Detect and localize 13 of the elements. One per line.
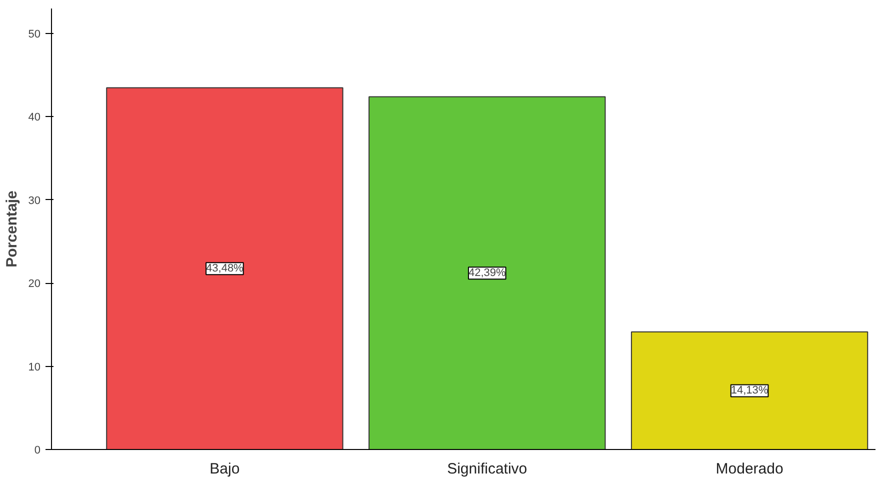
x-tick-label: Significativo <box>447 460 528 478</box>
bar <box>368 96 606 450</box>
bar <box>630 331 868 450</box>
y-axis-title: Porcentaje <box>3 190 20 268</box>
y-tick-label: 50 <box>28 28 41 40</box>
y-tick-label: 30 <box>28 194 41 207</box>
x-tick-label: Moderado <box>716 460 784 478</box>
bar <box>106 87 344 450</box>
y-tick-label: 20 <box>28 278 41 290</box>
x-tick-label: Bajo <box>210 460 240 478</box>
y-tick-label: 10 <box>28 361 41 374</box>
y-tick-label: 0 <box>34 444 41 456</box>
y-tick-label: 40 <box>28 112 41 124</box>
